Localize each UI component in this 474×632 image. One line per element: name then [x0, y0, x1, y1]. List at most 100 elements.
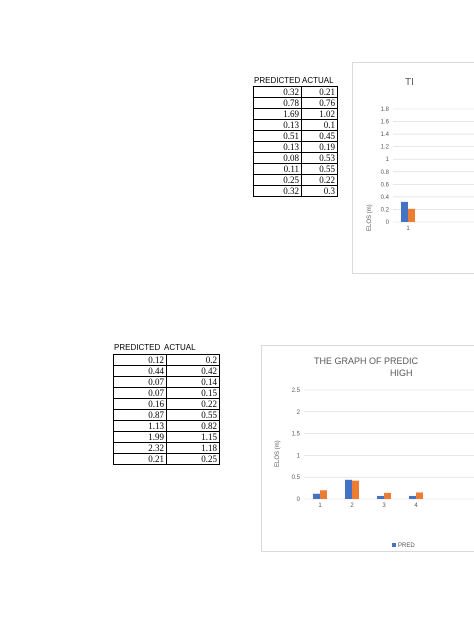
- actual-cell: 0.76: [301, 97, 338, 109]
- predicted-cell: 2.32: [113, 442, 167, 454]
- y-tick-label: 1: [386, 157, 390, 163]
- predicted-cell: 1.13: [113, 420, 167, 432]
- data-table-2: 0.12 0.2 0.44 0.42 0.07 0.14 0.07 0.15 0.16 0.22 0…: [113, 354, 220, 465]
- y-tick-label: 1.8: [381, 107, 390, 113]
- table-row: 0.13 0.19: [253, 141, 338, 153]
- bar-predicted-1: [401, 201, 408, 222]
- actual-cell: 0.42: [166, 365, 220, 377]
- x-tick-label: 3: [382, 503, 386, 509]
- chart-2-title-line-1: THE GRAPH OF PREDIC: [314, 356, 419, 366]
- x-tick-label: 2: [350, 503, 354, 509]
- actual-cell: 0.45: [301, 130, 338, 142]
- table-row: 0.07 0.15: [113, 387, 220, 399]
- actual-cell: 0.15: [166, 387, 220, 399]
- table-row: 0.13 0.1: [253, 119, 338, 131]
- predicted-cell: 0.08: [253, 152, 302, 164]
- data-table-1: 0.32 0.21 0.78 0.76 1.69 1.02 0.13 0.1 0.51 0.45 0…: [253, 86, 338, 197]
- actual-cell: 0.2: [166, 354, 220, 366]
- actual-cell: 0.22: [166, 398, 220, 410]
- chart-2-legend-label-predicted: PRED: [398, 543, 415, 549]
- chart-1-title: TI: [405, 77, 414, 88]
- table-row: 1.69 1.02: [253, 108, 338, 120]
- predicted-cell: 0.87: [113, 409, 167, 421]
- actual-cell: 0.55: [301, 163, 338, 175]
- predicted-cell: 0.07: [113, 387, 167, 399]
- y-tick-label: 0: [297, 497, 301, 503]
- actual-cell: 0.1: [301, 119, 338, 131]
- predicted-cell: 1.69: [253, 108, 302, 120]
- predicted-cell: 0.07: [113, 376, 167, 388]
- x-tick-label: 1: [406, 226, 410, 232]
- y-tick-label: 0.8: [381, 170, 390, 176]
- y-tick-label: 1.5: [292, 432, 301, 438]
- bar-actual-2: [352, 480, 359, 499]
- predicted-cell: 0.21: [113, 453, 167, 465]
- actual-cell: 0.21: [301, 86, 338, 98]
- predicted-cell: 0.32: [253, 86, 302, 98]
- y-tick-label: 0.5: [292, 475, 301, 481]
- predicted-cell: 0.11: [253, 163, 302, 175]
- actual-cell: 1.18: [166, 442, 220, 454]
- table-row: 0.44 0.42: [113, 365, 220, 377]
- y-tick-label: 0.2: [381, 207, 390, 213]
- actual-cell: 1.15: [166, 431, 220, 443]
- chart-1: TI ELOS (m) 0 0.2 0.4 0.6 0.8 1 1.2 1.4 1.6 1.8 1: [367, 77, 474, 232]
- bar-actual-1: [408, 208, 415, 222]
- actual-cell: 0.55: [166, 409, 220, 421]
- y-tick-label: 1.2: [381, 145, 390, 151]
- table-row: 0.87 0.55: [113, 409, 220, 421]
- actual-cell: 0.22: [301, 174, 338, 186]
- predicted-cell: 0.78: [253, 97, 302, 109]
- actual-cell: 1.02: [301, 108, 338, 120]
- actual-cell: 0.14: [166, 376, 220, 388]
- table-row: 0.25 0.22: [253, 174, 338, 186]
- chart-2-legend-swatch-predicted: [392, 543, 396, 547]
- table-row: 0.32 0.21: [253, 86, 338, 98]
- predicted-cell: 0.44: [113, 365, 167, 377]
- bar-predicted-3: [377, 495, 384, 499]
- table-row: 0.51 0.45: [253, 130, 338, 142]
- table-row: 1.99 1.15: [113, 431, 220, 443]
- predicted-cell: 0.16: [113, 398, 167, 410]
- predicted-cell: 1.99: [113, 431, 167, 443]
- chart-2: THE GRAPH OF PREDIC HIGH ELOS (m) PRED 0…: [275, 356, 474, 549]
- actual-cell: 0.53: [301, 152, 338, 164]
- actual-cell: 0.3: [301, 185, 338, 197]
- actual-cell: 0.82: [166, 420, 220, 432]
- predicted-cell: 0.25: [253, 174, 302, 186]
- bar-actual-4: [416, 492, 423, 499]
- chart-2-panel: THE GRAPH OF PREDIC HIGH ELOS (m) PRED 0…: [261, 345, 474, 552]
- y-tick-label: 0.6: [381, 182, 390, 188]
- predicted-cell: 0.12: [113, 354, 167, 366]
- y-tick-label: 0: [386, 220, 390, 226]
- predicted-cell: 0.13: [253, 141, 302, 153]
- y-tick-label: 2: [297, 410, 301, 416]
- x-tick-label: 4: [414, 503, 418, 509]
- table-row: 0.16 0.22: [113, 398, 220, 410]
- chart-2-title-line-2: HIGH: [390, 368, 413, 378]
- predicted-cell: 0.51: [253, 130, 302, 142]
- actual-cell: 0.19: [301, 141, 338, 153]
- table2-header-actual: ACTUAL: [164, 343, 196, 352]
- y-tick-label: 1.6: [381, 120, 390, 126]
- table2-header-predicted: PREDICTED: [114, 343, 161, 352]
- y-tick-label: 1: [297, 453, 301, 459]
- table-row: 0.21 0.25: [113, 453, 220, 465]
- table-row: 0.08 0.53: [253, 152, 338, 164]
- table-row: 1.13 0.82: [113, 420, 220, 432]
- bar-actual-1: [320, 490, 327, 499]
- bar-predicted-2: [345, 479, 352, 499]
- table1-header-actual: ACTUAL: [302, 76, 334, 85]
- x-tick-label: 1: [318, 503, 322, 509]
- table-row: 0.11 0.55: [253, 163, 338, 175]
- table-row: 0.07 0.14: [113, 376, 220, 388]
- table-row: 2.32 1.18: [113, 442, 220, 454]
- table-row: 0.12 0.2: [113, 354, 220, 366]
- bar-predicted-4: [409, 495, 416, 499]
- bar-actual-3: [384, 492, 391, 499]
- y-tick-label: 0.4: [381, 195, 390, 201]
- chart-1-panel: TI ELOS (m) 0 0.2 0.4 0.6 0.8 1 1.2 1.4 1.6 1.8 1: [352, 62, 474, 274]
- predicted-cell: 0.13: [253, 119, 302, 131]
- actual-cell: 0.25: [166, 453, 220, 465]
- table-row: 0.78 0.76: [253, 97, 338, 109]
